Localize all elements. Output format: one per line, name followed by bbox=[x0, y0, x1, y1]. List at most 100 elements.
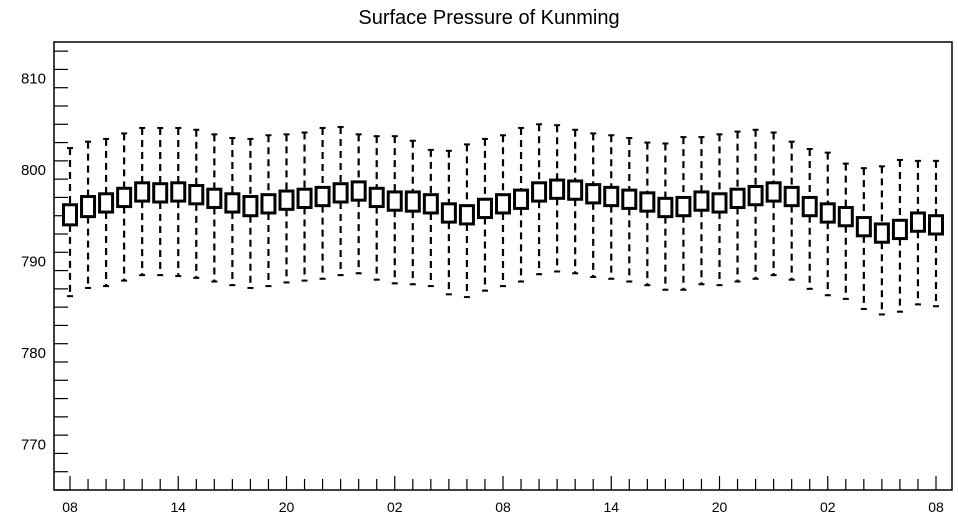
box-42 bbox=[819, 151, 836, 297]
box-46 bbox=[891, 158, 908, 313]
box-0 bbox=[62, 147, 78, 298]
box-body bbox=[675, 195, 692, 218]
box-body bbox=[404, 190, 421, 213]
box-body bbox=[657, 196, 674, 219]
x-tick-label: 08 bbox=[928, 499, 944, 515]
box-40 bbox=[783, 140, 800, 281]
box-48 bbox=[928, 159, 944, 308]
box-34 bbox=[675, 136, 692, 291]
y-tick-label: 810 bbox=[21, 71, 46, 88]
box-body bbox=[495, 193, 511, 215]
box-10 bbox=[242, 137, 259, 289]
box-body bbox=[224, 192, 241, 214]
box-body bbox=[621, 188, 638, 210]
box-36 bbox=[711, 133, 728, 287]
box-body bbox=[278, 189, 295, 211]
box-7 bbox=[188, 128, 205, 279]
box-9 bbox=[224, 137, 241, 287]
box-body bbox=[928, 214, 944, 236]
box-24 bbox=[495, 134, 511, 288]
box-body bbox=[891, 218, 908, 241]
box-41 bbox=[801, 147, 818, 290]
box-8 bbox=[206, 133, 223, 283]
box-body bbox=[855, 216, 872, 238]
box-37 bbox=[729, 130, 746, 283]
box-12 bbox=[278, 133, 295, 284]
box-26 bbox=[531, 123, 548, 276]
box-body bbox=[873, 222, 890, 244]
x-tick-label: 08 bbox=[495, 499, 511, 515]
x-tick-label: 02 bbox=[387, 499, 403, 515]
box-body bbox=[801, 195, 818, 218]
box-body bbox=[188, 184, 205, 206]
box-body bbox=[350, 180, 367, 202]
box-body bbox=[62, 203, 78, 227]
box-1 bbox=[80, 140, 97, 289]
box-body bbox=[549, 178, 566, 200]
box-25 bbox=[513, 126, 530, 283]
box-body bbox=[765, 181, 782, 203]
box-5 bbox=[152, 126, 169, 277]
chart-title: Surface Pressure of Kunming bbox=[358, 7, 619, 29]
box-33 bbox=[657, 142, 674, 291]
box-4 bbox=[134, 126, 151, 277]
box-11 bbox=[260, 134, 277, 288]
box-39 bbox=[765, 131, 782, 277]
box-22 bbox=[458, 143, 475, 299]
box-body bbox=[711, 192, 728, 214]
x-tick-label: 14 bbox=[603, 499, 619, 515]
box-body bbox=[747, 184, 764, 207]
box-43 bbox=[837, 162, 854, 300]
box-series bbox=[62, 123, 944, 316]
box-45 bbox=[873, 165, 890, 316]
box-body bbox=[783, 185, 800, 208]
y-tick-label: 780 bbox=[21, 345, 46, 362]
x-tick-label: 20 bbox=[279, 499, 295, 515]
box-body bbox=[116, 186, 133, 209]
box-29 bbox=[585, 132, 602, 278]
box-body bbox=[476, 197, 493, 220]
box-body bbox=[440, 202, 457, 224]
box-27 bbox=[549, 124, 566, 273]
box-body bbox=[260, 193, 277, 215]
box-38 bbox=[747, 128, 764, 280]
box-28 bbox=[567, 128, 584, 275]
box-23 bbox=[476, 137, 493, 292]
box-body bbox=[458, 204, 475, 226]
box-body bbox=[314, 185, 331, 208]
box-15 bbox=[332, 126, 349, 277]
box-body bbox=[909, 211, 926, 233]
box-32 bbox=[639, 141, 656, 287]
box-17 bbox=[368, 135, 385, 281]
box-body bbox=[567, 179, 584, 201]
x-tick-label: 02 bbox=[820, 499, 836, 515]
box-6 bbox=[170, 126, 187, 278]
box-body bbox=[80, 195, 97, 219]
box-44 bbox=[855, 167, 872, 310]
box-3 bbox=[116, 132, 133, 282]
x-axis: 08 14 20 02 08 14 20 02 08 bbox=[62, 476, 944, 515]
box-21 bbox=[440, 149, 457, 296]
box-body bbox=[170, 181, 187, 203]
x-tick-label: 20 bbox=[712, 499, 728, 515]
box-body bbox=[368, 186, 385, 209]
box-body bbox=[513, 188, 530, 210]
box-body bbox=[729, 187, 746, 209]
y-tick-label: 800 bbox=[21, 162, 46, 179]
box-body bbox=[531, 181, 548, 203]
box-body bbox=[585, 183, 602, 205]
box-body bbox=[819, 202, 836, 224]
box-body bbox=[206, 187, 223, 209]
x-tick-label: 08 bbox=[62, 499, 78, 515]
box-body bbox=[98, 192, 115, 214]
box-31 bbox=[621, 137, 638, 283]
box-16 bbox=[350, 133, 367, 275]
box-2 bbox=[98, 137, 115, 288]
x-tick-label: 14 bbox=[170, 499, 186, 515]
box-14 bbox=[314, 126, 331, 280]
box-35 bbox=[693, 136, 710, 286]
box-body bbox=[639, 191, 656, 213]
box-body bbox=[296, 187, 313, 209]
box-47 bbox=[909, 159, 926, 306]
